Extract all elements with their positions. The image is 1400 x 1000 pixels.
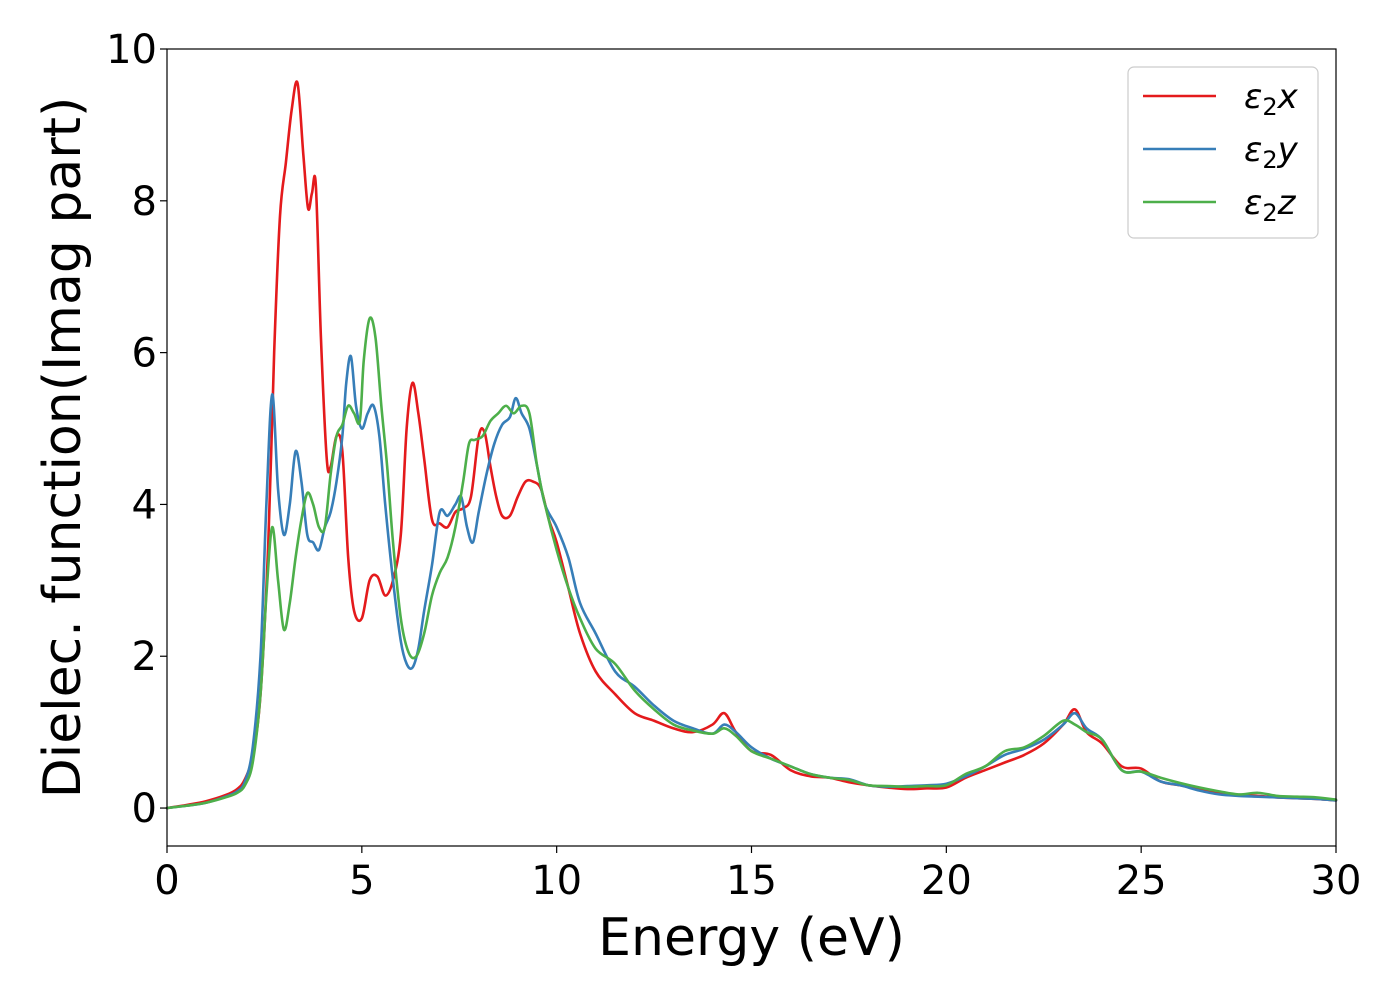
x-axis: 0 5 10 15 20 25 30 [154, 846, 1361, 904]
series-line-x [165, 80, 1338, 810]
series-line-y [165, 354, 1338, 810]
y-tick-label: 2 [132, 634, 157, 680]
x-tick-label: 15 [726, 858, 777, 904]
y-axis: 0 2 4 6 8 10 [106, 27, 167, 832]
x-tick-label: 20 [921, 858, 972, 904]
y-axis-label: Dielec. function(Imag part) [33, 97, 93, 799]
y-tick-label: 0 [132, 786, 157, 832]
y-tick-label: 10 [106, 27, 157, 73]
x-tick-label: 30 [1311, 858, 1362, 904]
series-layer [165, 80, 1338, 810]
legend-box [1127, 66, 1319, 239]
series-line-z [165, 316, 1338, 810]
x-tick-label: 0 [154, 858, 179, 904]
y-tick-label: 8 [132, 179, 157, 225]
y-tick-label: 4 [132, 482, 157, 528]
x-tick-label: 25 [1116, 858, 1167, 904]
x-tick-label: 10 [531, 858, 582, 904]
legend-label-x: ε2x [1244, 77, 1299, 121]
legend-label-y: ε2y [1244, 130, 1299, 174]
x-axis-label: Energy (eV) [598, 908, 905, 968]
x-tick-label: 5 [349, 858, 374, 904]
legend-label-z: ε2z [1244, 183, 1297, 227]
y-tick-label: 6 [132, 331, 157, 377]
legend: ε2x ε2y ε2z [1127, 66, 1319, 239]
